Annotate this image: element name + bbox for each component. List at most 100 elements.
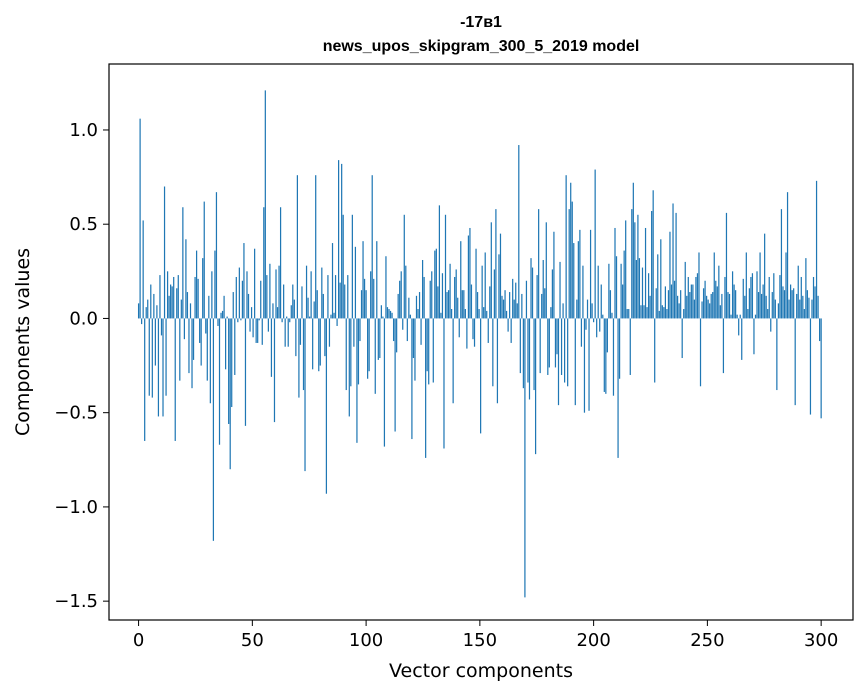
bar [773,273,775,319]
bar [191,318,193,389]
bar [796,293,798,319]
bar [667,290,670,319]
x-axis-label: Vector components [389,660,573,682]
bar [800,276,802,319]
bar [438,205,441,319]
bar [467,235,470,319]
bar [640,305,642,319]
bar [310,271,312,319]
bar [212,318,215,541]
bar [151,318,153,398]
bar [759,252,761,319]
bar [313,301,315,319]
bar [628,309,630,319]
bar [415,295,418,319]
bar [513,299,515,319]
bar [765,295,767,319]
bar [290,305,292,319]
bar [593,318,595,323]
bar [576,299,578,319]
bar [660,239,662,319]
bar [460,241,462,319]
bar [594,169,596,319]
bar [673,280,676,319]
bar [308,316,311,319]
bar [180,299,182,319]
bar [625,220,627,319]
bar [215,192,218,319]
bar [533,318,535,391]
x-tick-label: 300 [804,630,838,651]
bar [142,220,144,319]
bar [794,318,796,406]
bar [709,303,711,319]
bar [654,318,656,383]
bar [307,297,309,319]
bar [231,318,233,408]
bar [189,303,192,319]
bar [461,290,463,319]
bar [803,309,805,319]
bar [376,241,378,319]
bar [528,318,531,400]
bar [687,276,689,319]
bar [318,318,320,372]
bar [333,312,335,319]
bar [554,318,557,368]
bar [534,318,537,455]
bar [692,284,694,319]
bar [394,318,396,432]
bar [383,318,386,447]
bar [434,250,436,319]
bar [284,318,286,347]
bar [417,309,419,319]
bar [244,318,247,426]
bar [319,318,321,366]
bar [809,318,812,415]
bar [564,318,566,383]
bar [724,276,726,319]
bar [414,318,416,381]
bar [305,265,308,319]
bar [379,318,381,359]
bar [389,310,392,319]
bar [370,271,372,319]
bar [725,212,728,319]
bar [689,292,691,319]
bar [791,290,793,319]
bar [811,299,813,319]
bar [272,303,274,319]
bar [408,297,410,319]
bar [509,292,511,319]
bar [614,227,616,319]
bar [357,318,360,385]
bar [194,276,196,319]
bar [202,258,204,319]
bar [298,318,300,398]
bar [281,318,283,323]
bar [519,318,521,374]
bar [512,278,514,319]
bar [502,299,505,319]
bar [354,246,357,319]
bar [399,280,401,319]
bar [666,309,668,319]
bar [722,318,725,374]
bar [701,301,703,319]
bar [425,318,427,458]
bar [338,160,340,319]
bar [423,276,425,319]
bar [793,288,795,319]
bar [774,299,776,319]
bar [350,318,352,387]
bar [643,305,645,319]
bar [472,318,474,340]
bar [565,175,567,319]
bar [716,286,718,319]
bar [377,318,379,360]
bar [586,299,589,319]
bar [286,316,288,319]
bar [266,275,268,319]
bar [463,290,465,319]
bar [139,118,141,319]
